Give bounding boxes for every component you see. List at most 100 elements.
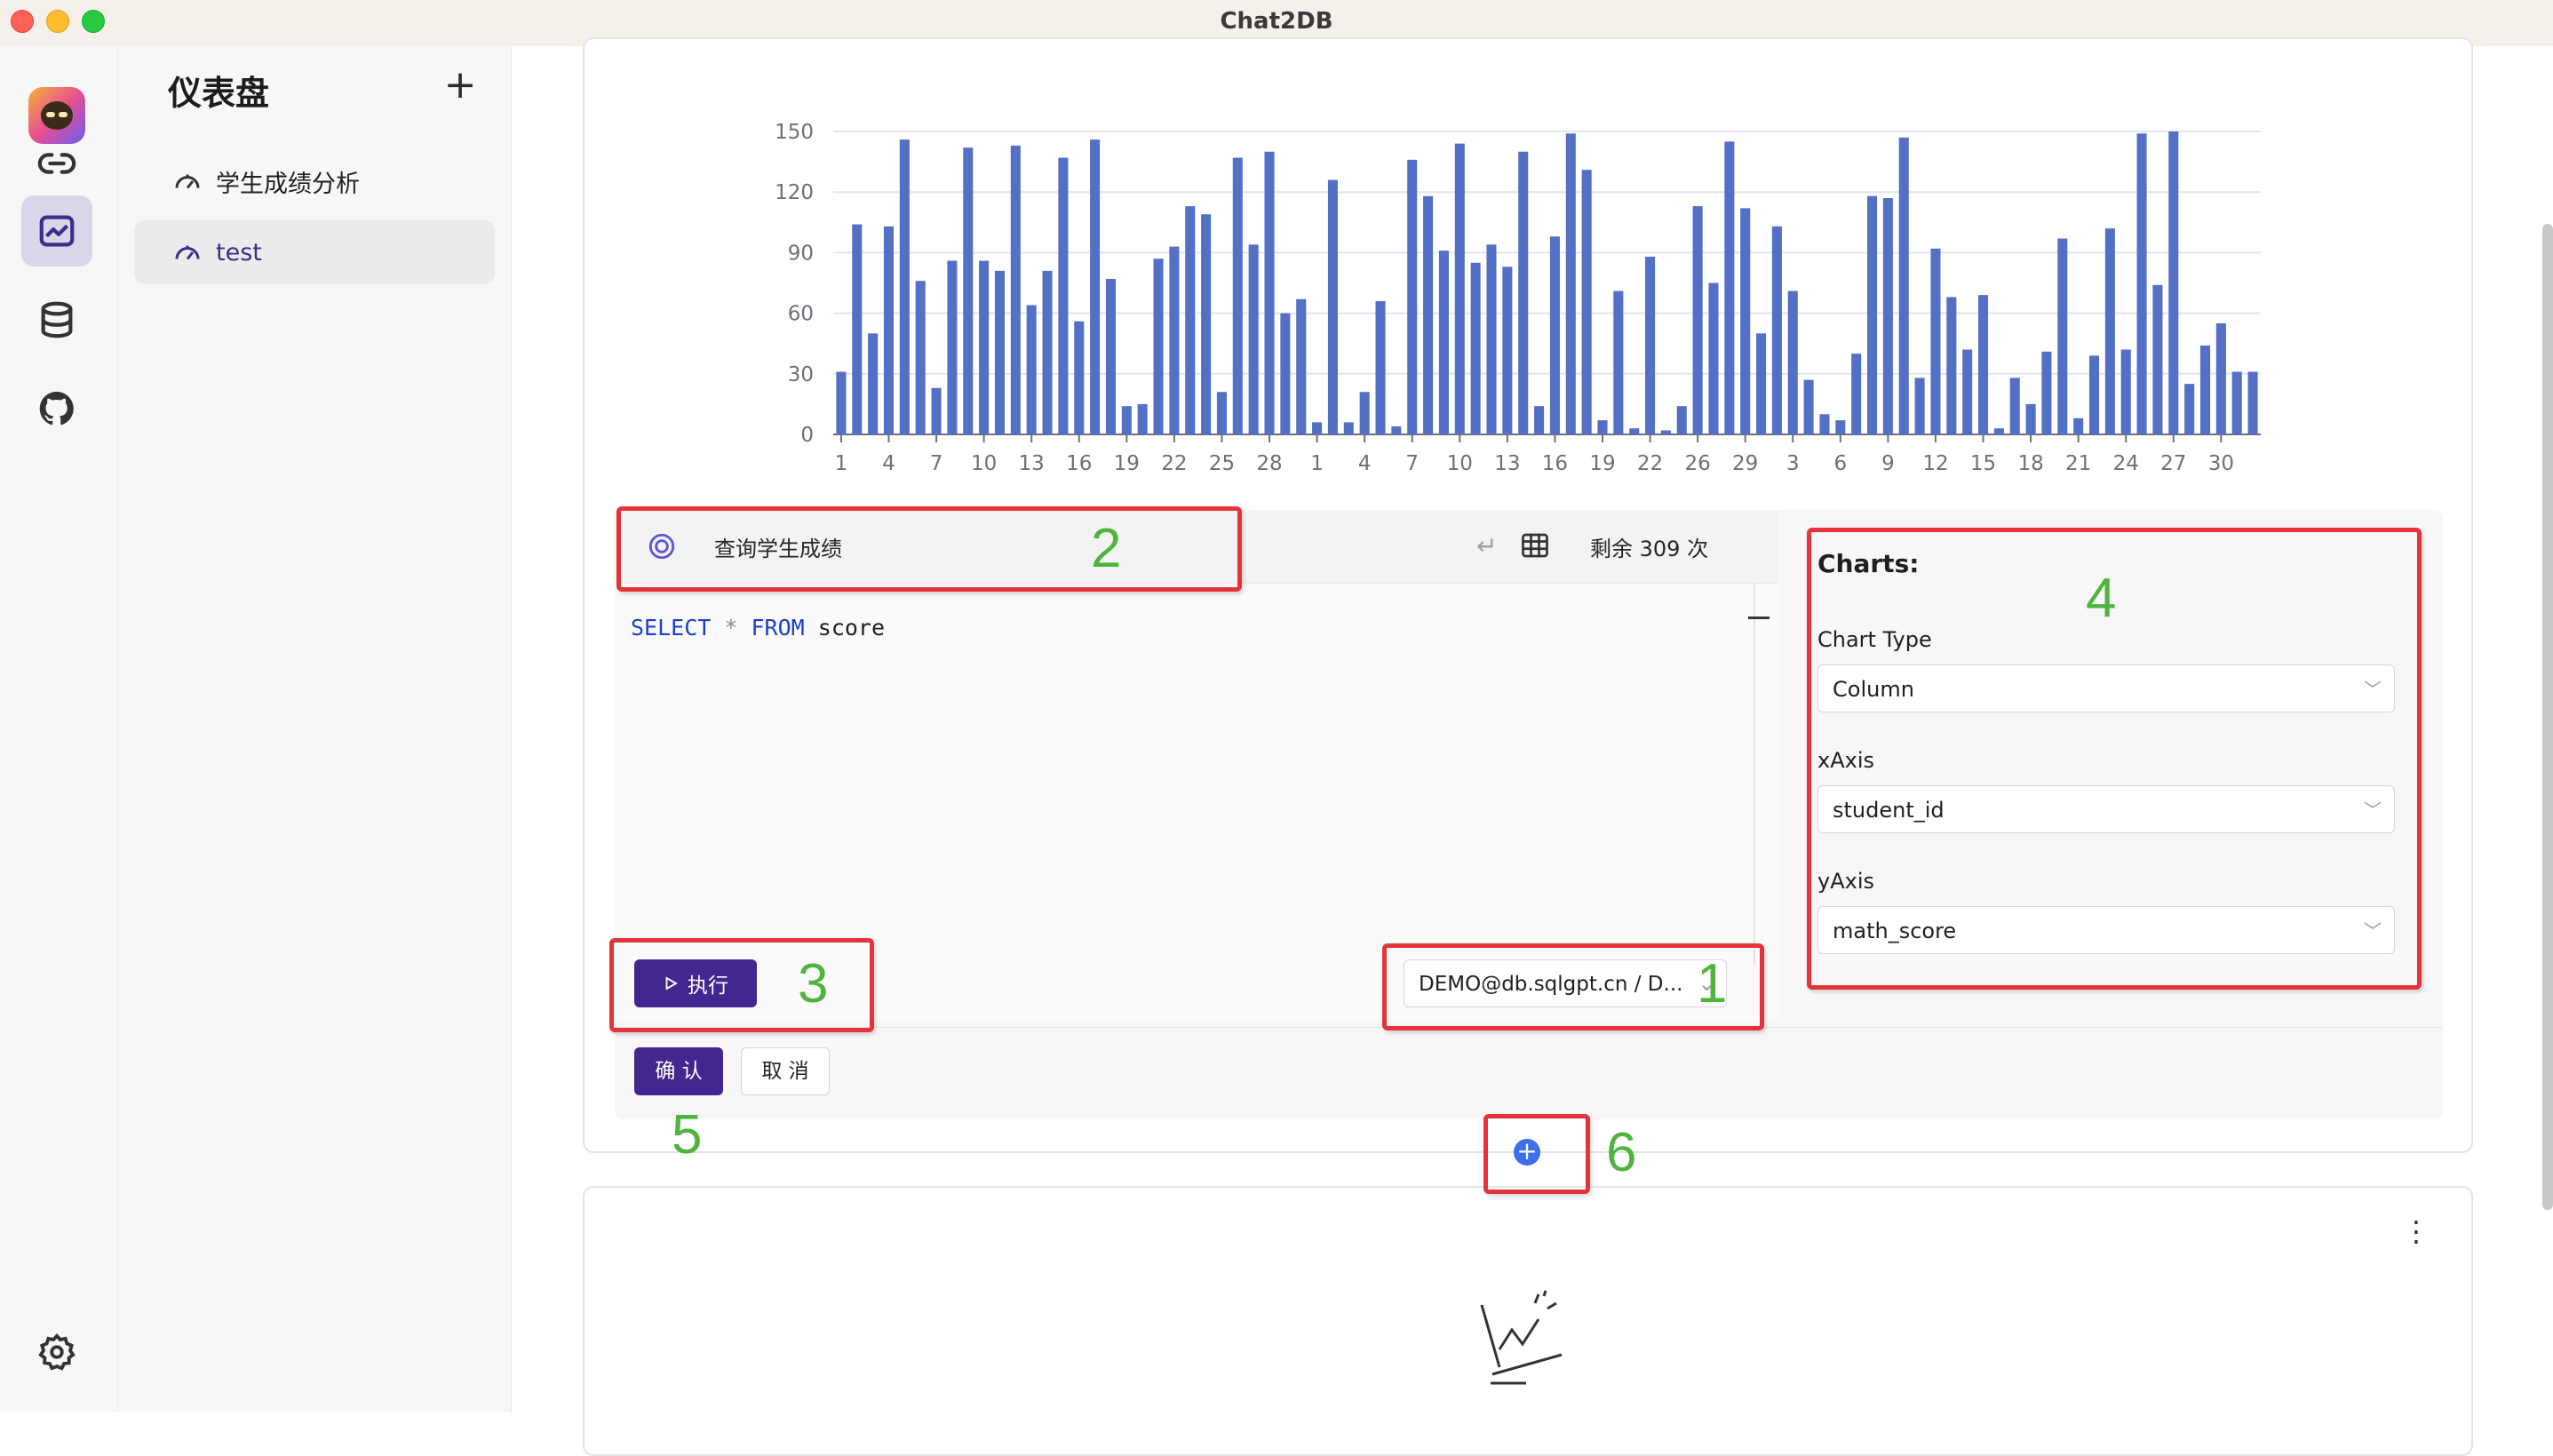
x-tick-label: 12 bbox=[1922, 452, 1948, 475]
yaxis-value: math_score bbox=[1833, 919, 1957, 943]
y-tick-label: 0 bbox=[800, 424, 814, 447]
bar bbox=[1597, 420, 1608, 434]
execute-label: 执行 bbox=[688, 975, 728, 998]
x-tick-label: 13 bbox=[1019, 452, 1045, 475]
close-window-button[interactable] bbox=[11, 10, 34, 33]
xaxis-select[interactable]: student_id ﹀ bbox=[1817, 785, 2395, 833]
chart-editor-panel: 查询学生成绩 ↵ 剩余 309 次 SELECT * FROM score 执行… bbox=[615, 510, 2443, 1119]
sql-code[interactable]: SELECT * FROM score bbox=[631, 615, 885, 640]
editor-scrollbar[interactable] bbox=[1754, 583, 1755, 965]
bar bbox=[1502, 267, 1513, 434]
bar bbox=[1645, 256, 1656, 434]
dashboard-icon[interactable] bbox=[21, 195, 92, 267]
minimize-window-button[interactable] bbox=[46, 10, 69, 33]
annotation-number-1: 1 bbox=[1697, 953, 1728, 1014]
x-tick-label: 22 bbox=[1637, 452, 1663, 475]
yaxis-select[interactable]: math_score ﹀ bbox=[1817, 906, 2395, 954]
bar bbox=[2041, 351, 2052, 434]
sidebar-item-student-analysis[interactable]: 学生成绩分析 bbox=[134, 149, 495, 213]
bar bbox=[1867, 195, 1878, 434]
sidebar-item-test[interactable]: test bbox=[134, 220, 495, 284]
annotation-number-3: 3 bbox=[798, 953, 829, 1014]
x-tick-label: 30 bbox=[2208, 452, 2234, 475]
bar bbox=[1898, 137, 1909, 434]
x-tick-label: 4 bbox=[1358, 452, 1372, 475]
empty-chart-icon bbox=[1480, 1290, 1563, 1385]
bar bbox=[1153, 259, 1164, 434]
settings-icon[interactable] bbox=[21, 1317, 92, 1388]
more-options-icon[interactable]: ⋮ bbox=[2402, 1214, 2430, 1248]
bar bbox=[1327, 179, 1338, 434]
bar bbox=[1391, 426, 1402, 434]
chart-type-select[interactable]: Column ﹀ bbox=[1817, 664, 2395, 712]
bar bbox=[1058, 157, 1069, 434]
x-tick-label: 19 bbox=[1114, 452, 1140, 475]
bar bbox=[1565, 133, 1576, 435]
connection-icon[interactable] bbox=[21, 128, 92, 199]
bar bbox=[1993, 428, 2004, 434]
bar bbox=[963, 147, 974, 434]
y-tick-label: 30 bbox=[788, 363, 814, 386]
y-tick-label: 60 bbox=[788, 303, 814, 326]
bar bbox=[1216, 392, 1227, 434]
nl-prompt-input[interactable]: 查询学生成绩 bbox=[714, 537, 842, 561]
bar bbox=[931, 387, 942, 434]
chart-type-label: Chart Type bbox=[1817, 627, 1932, 652]
sql-keyword: FROM bbox=[751, 615, 805, 640]
add-chart-button[interactable]: + bbox=[1514, 1139, 1540, 1166]
x-tick-label: 28 bbox=[1256, 452, 1282, 475]
x-tick-label: 26 bbox=[1684, 452, 1710, 475]
bar bbox=[1756, 333, 1767, 434]
dashboard-sidebar: 仪表盘 + 学生成绩分析 test bbox=[118, 46, 512, 1412]
chevron-down-icon: ﹀ bbox=[2364, 679, 2382, 700]
bar bbox=[852, 224, 863, 434]
bar bbox=[1121, 406, 1132, 434]
y-tick-label: 120 bbox=[775, 181, 814, 204]
sidebar-item-label: 学生成绩分析 bbox=[216, 170, 360, 198]
github-icon[interactable] bbox=[21, 373, 92, 444]
bar bbox=[1375, 300, 1386, 434]
bar bbox=[1280, 313, 1291, 434]
x-tick-label: 29 bbox=[1732, 452, 1758, 475]
bar bbox=[2199, 345, 2211, 434]
logo-face bbox=[41, 101, 73, 130]
bar bbox=[2152, 284, 2163, 434]
x-tick-label: 21 bbox=[2065, 452, 2091, 475]
add-dashboard-button[interactable]: + bbox=[443, 62, 477, 107]
sql-operator: * bbox=[724, 615, 738, 640]
zoom-window-button[interactable] bbox=[82, 10, 105, 33]
x-tick-label: 10 bbox=[971, 452, 997, 475]
table-icon[interactable] bbox=[1519, 529, 1551, 561]
confirm-button[interactable]: 确 认 bbox=[634, 1047, 723, 1095]
bar bbox=[2088, 355, 2100, 434]
execute-button[interactable]: 执行 bbox=[634, 959, 757, 1007]
sidebar-title: 仪表盘 bbox=[168, 74, 270, 113]
bar bbox=[836, 371, 847, 434]
annotation-box-2 bbox=[616, 506, 1242, 592]
bar bbox=[1581, 170, 1592, 434]
x-tick-label: 9 bbox=[1881, 452, 1895, 475]
bar bbox=[1042, 270, 1053, 434]
page-scrollbar[interactable] bbox=[2542, 224, 2553, 1210]
play-icon bbox=[665, 976, 678, 991]
bar bbox=[1248, 244, 1259, 434]
bar bbox=[1771, 226, 1782, 434]
bar bbox=[1090, 139, 1101, 434]
database-icon[interactable] bbox=[21, 284, 92, 355]
data-source-select[interactable]: DEMO@db.sqlgpt.cn / D... ⌄ bbox=[1404, 959, 1727, 1007]
x-tick-label: 7 bbox=[930, 452, 943, 475]
sidebar-item-label: test bbox=[216, 238, 262, 267]
bar bbox=[2247, 371, 2258, 434]
y-tick-label: 150 bbox=[775, 121, 814, 144]
cancel-button[interactable]: 取 消 bbox=[741, 1047, 830, 1095]
bar bbox=[1169, 246, 1180, 434]
bar bbox=[1486, 244, 1497, 434]
x-tick-label: 10 bbox=[1447, 452, 1473, 475]
bar bbox=[1010, 145, 1021, 434]
bar bbox=[1692, 206, 1703, 434]
bar bbox=[1724, 141, 1735, 434]
enter-icon[interactable]: ↵ bbox=[1476, 531, 1498, 561]
x-tick-label: 1 bbox=[1310, 452, 1324, 475]
bar bbox=[1312, 422, 1323, 434]
bar bbox=[1629, 428, 1640, 434]
